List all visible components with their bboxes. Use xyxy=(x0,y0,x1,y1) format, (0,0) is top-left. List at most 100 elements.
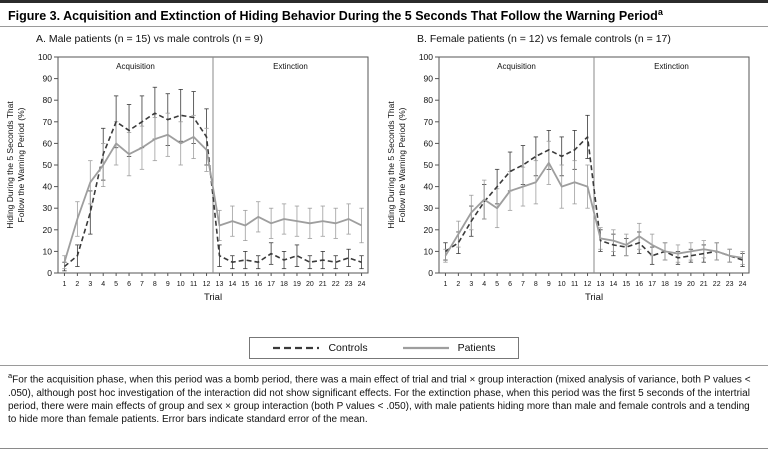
svg-text:Extinction: Extinction xyxy=(273,62,308,71)
svg-text:22: 22 xyxy=(713,281,721,288)
svg-text:1: 1 xyxy=(444,281,448,288)
svg-text:30: 30 xyxy=(43,203,53,213)
svg-text:90: 90 xyxy=(43,74,53,84)
svg-text:100: 100 xyxy=(419,52,433,62)
svg-text:10: 10 xyxy=(424,247,434,257)
svg-text:19: 19 xyxy=(293,281,301,288)
svg-text:18: 18 xyxy=(661,281,669,288)
svg-text:4: 4 xyxy=(482,281,486,288)
legend-label-patients: Patients xyxy=(457,342,496,355)
footnote-text: For the acquisition phase, when this per… xyxy=(8,374,751,426)
svg-text:Trial: Trial xyxy=(204,292,222,303)
svg-text:20: 20 xyxy=(687,281,695,288)
svg-text:6: 6 xyxy=(508,281,512,288)
svg-text:3: 3 xyxy=(469,281,473,288)
svg-text:14: 14 xyxy=(228,281,236,288)
svg-text:15: 15 xyxy=(241,281,249,288)
svg-text:70: 70 xyxy=(424,117,434,127)
svg-text:24: 24 xyxy=(739,281,747,288)
panel-a: A. Male patients (n = 15) vs male contro… xyxy=(6,31,381,337)
svg-text:18: 18 xyxy=(280,281,288,288)
svg-text:50: 50 xyxy=(43,160,53,170)
svg-text:Acquisition: Acquisition xyxy=(116,62,155,71)
svg-text:24: 24 xyxy=(358,281,366,288)
svg-text:17: 17 xyxy=(648,281,656,288)
svg-text:2: 2 xyxy=(75,281,79,288)
svg-text:10: 10 xyxy=(177,281,185,288)
svg-text:9: 9 xyxy=(166,281,170,288)
chart-panels: A. Male patients (n = 15) vs male contro… xyxy=(6,31,762,337)
legend-item-patients: Patients xyxy=(402,342,496,354)
svg-text:10: 10 xyxy=(558,281,566,288)
svg-text:15: 15 xyxy=(622,281,630,288)
svg-text:Trial: Trial xyxy=(585,292,603,303)
figure-title-text: Figure 3. Acquisition and Extinction of … xyxy=(8,9,658,24)
svg-text:4: 4 xyxy=(101,281,105,288)
svg-text:80: 80 xyxy=(43,95,53,105)
svg-text:11: 11 xyxy=(571,281,578,288)
svg-text:23: 23 xyxy=(345,281,353,288)
patients-line-sample-icon xyxy=(402,347,449,350)
panel-a-label: A. Male patients (n = 15) vs male contro… xyxy=(36,33,264,46)
svg-text:1: 1 xyxy=(63,281,67,288)
svg-text:70: 70 xyxy=(43,117,53,127)
controls-line-sample-icon xyxy=(273,347,320,350)
figure-title-superscript: a xyxy=(657,7,663,17)
panel-b: B. Female patients (n = 12) vs female co… xyxy=(387,31,762,337)
svg-text:21: 21 xyxy=(700,281,708,288)
svg-text:22: 22 xyxy=(332,281,340,288)
figure-content: A. Male patients (n = 15) vs male contro… xyxy=(0,27,768,360)
svg-text:6: 6 xyxy=(127,281,131,288)
svg-text:9: 9 xyxy=(547,281,551,288)
svg-text:21: 21 xyxy=(319,281,327,288)
svg-text:30: 30 xyxy=(424,203,434,213)
svg-text:20: 20 xyxy=(424,225,434,235)
svg-text:0: 0 xyxy=(47,268,52,278)
svg-text:5: 5 xyxy=(114,281,118,288)
svg-text:12: 12 xyxy=(203,281,211,288)
legend-box: Controls Patients xyxy=(249,337,519,360)
svg-text:20: 20 xyxy=(306,281,314,288)
figure-title: Figure 3. Acquisition and Extinction of … xyxy=(0,3,768,28)
legend-label-controls: Controls xyxy=(328,342,368,355)
svg-text:13: 13 xyxy=(597,281,605,288)
footnote-superscript: a xyxy=(8,371,13,381)
svg-text:17: 17 xyxy=(267,281,275,288)
svg-text:100: 100 xyxy=(38,52,52,62)
svg-text:16: 16 xyxy=(254,281,262,288)
svg-text:5: 5 xyxy=(495,281,499,288)
svg-text:23: 23 xyxy=(726,281,734,288)
svg-text:80: 80 xyxy=(424,95,434,105)
svg-text:40: 40 xyxy=(43,182,53,192)
svg-text:7: 7 xyxy=(521,281,525,288)
svg-text:0: 0 xyxy=(428,268,433,278)
svg-text:19: 19 xyxy=(674,281,682,288)
figure-footnote: aFor the acquisition phase, when this pe… xyxy=(0,365,768,430)
svg-text:10: 10 xyxy=(43,247,53,257)
svg-text:20: 20 xyxy=(43,225,53,235)
svg-text:16: 16 xyxy=(635,281,643,288)
svg-text:60: 60 xyxy=(424,139,434,149)
svg-text:11: 11 xyxy=(190,281,197,288)
svg-text:3: 3 xyxy=(88,281,92,288)
svg-text:2: 2 xyxy=(456,281,460,288)
svg-text:Acquisition: Acquisition xyxy=(497,62,536,71)
svg-text:60: 60 xyxy=(43,139,53,149)
svg-text:Hiding During the 5 Seconds Th: Hiding During the 5 Seconds ThatFollow t… xyxy=(387,101,407,229)
svg-text:14: 14 xyxy=(609,281,617,288)
svg-text:Extinction: Extinction xyxy=(654,62,689,71)
panel-b-label: B. Female patients (n = 12) vs female co… xyxy=(417,33,671,46)
svg-text:90: 90 xyxy=(424,74,434,84)
legend-item-controls: Controls xyxy=(272,342,368,355)
svg-text:8: 8 xyxy=(534,281,538,288)
svg-text:12: 12 xyxy=(584,281,592,288)
svg-text:Hiding During the 5 Seconds Th: Hiding During the 5 Seconds ThatFollow t… xyxy=(6,101,26,229)
chart-legend: Controls Patients xyxy=(6,337,762,360)
svg-text:50: 50 xyxy=(424,160,434,170)
svg-text:8: 8 xyxy=(153,281,157,288)
svg-text:13: 13 xyxy=(216,281,224,288)
svg-text:40: 40 xyxy=(424,182,434,192)
